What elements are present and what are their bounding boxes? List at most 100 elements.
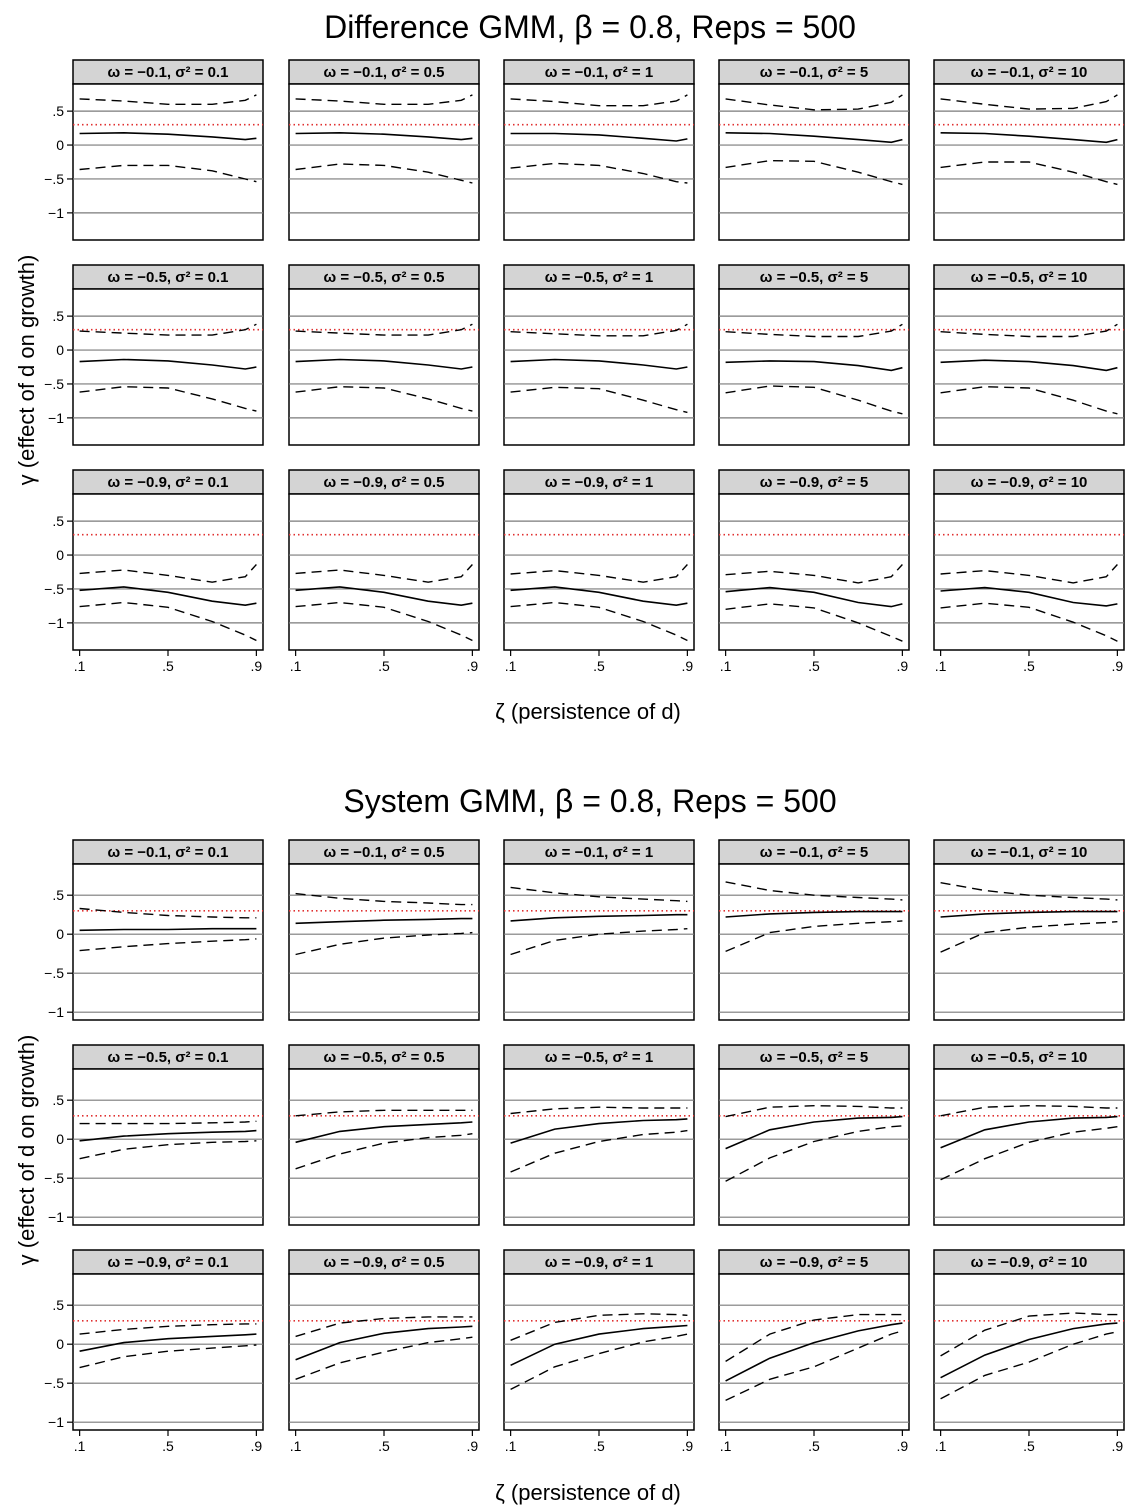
panel: ω = −0.5, σ² = 10 xyxy=(933,1044,1125,1226)
y-tick-label: .5 xyxy=(52,1092,64,1108)
panel: ω = −0.1, σ² = 0.5 xyxy=(288,839,480,1021)
estimate-line xyxy=(940,1322,1118,1379)
panel-strip xyxy=(933,469,1125,495)
upper-bound-line xyxy=(940,323,1118,338)
system-gmm-figure: System GMM, β = 0.8, Reps = 500 γ (effec… xyxy=(14,783,837,1505)
panel-strip xyxy=(503,1044,695,1070)
panel: ω = −0.9, σ² = 10 .1 .5 .9 xyxy=(933,469,1125,674)
panel-frame xyxy=(72,863,264,1021)
panel-strip xyxy=(718,59,910,85)
upper-bound-line xyxy=(510,1313,688,1341)
estimate-line xyxy=(725,910,903,918)
panel-strip-label: ω = −0.5, σ² = 0.5 xyxy=(324,269,445,286)
x-tick-label: .1 xyxy=(505,658,517,674)
panel: ω = −0.9, σ² = 10 .1 .5 .9 xyxy=(933,1249,1125,1454)
upper-bound-line xyxy=(510,323,688,337)
lower-bound-line xyxy=(295,1336,473,1380)
lower-bound-line xyxy=(725,385,903,415)
panel-frame xyxy=(718,1273,910,1431)
difference-gmm-title: Difference GMM, β = 0.8, Reps = 500 xyxy=(324,9,856,45)
panel-frame xyxy=(718,288,910,446)
panel-frame xyxy=(288,1068,480,1226)
upper-bound-line xyxy=(295,564,473,583)
lower-bound-line xyxy=(79,938,257,952)
lower-bound-line xyxy=(79,601,257,642)
estimate-line xyxy=(295,1325,473,1361)
panel-strip-label: ω = −0.5, σ² = 5 xyxy=(760,1049,868,1066)
estimate-line xyxy=(295,1121,473,1144)
lower-bound-line xyxy=(295,1133,473,1170)
panel-frame xyxy=(503,863,695,1021)
x-tick-label: .9 xyxy=(251,1438,263,1454)
panel: ω = −0.5, σ² = 1 xyxy=(503,264,695,446)
panel-strip-label: ω = −0.9, σ² = 0.1 xyxy=(108,1254,229,1271)
panel: ω = −0.1, σ² = 0.1 .5 0 −.5 −1 xyxy=(44,839,264,1021)
panel: ω = −0.9, σ² = 5 .1 .5 .9 xyxy=(718,1249,910,1454)
x-tick-label: .1 xyxy=(74,1438,86,1454)
panel-frame xyxy=(933,1068,1125,1226)
x-tick-label: .5 xyxy=(378,1438,390,1454)
y-tick-label: .5 xyxy=(52,1297,64,1313)
panel-frame xyxy=(288,863,480,1021)
panel-frame xyxy=(72,1068,264,1226)
upper-bound-line xyxy=(725,94,903,111)
upper-bound-line xyxy=(295,323,473,336)
x-tick-label: .1 xyxy=(290,658,302,674)
x-tick-label: .9 xyxy=(1112,1438,1124,1454)
y-tick-label: −.5 xyxy=(44,965,64,981)
x-tick-label: .1 xyxy=(720,658,732,674)
estimate-line xyxy=(940,586,1118,607)
lower-bound-line xyxy=(79,164,257,183)
estimate-line xyxy=(295,917,473,925)
lower-bound-line xyxy=(510,1333,688,1391)
y-tick-label: −1 xyxy=(48,1414,64,1430)
panel-strip-label: ω = −0.9, σ² = 10 xyxy=(971,1254,1088,1271)
estimate-line xyxy=(510,586,688,607)
x-tick-label: .9 xyxy=(251,658,263,674)
panel-strip-label: ω = −0.9, σ² = 0.5 xyxy=(324,474,445,491)
panel: ω = −0.5, σ² = 1 xyxy=(503,1044,695,1226)
lower-bound-line xyxy=(510,162,688,184)
panel-strip xyxy=(288,469,480,495)
upper-bound-line xyxy=(79,94,257,105)
upper-bound-line xyxy=(295,1109,473,1117)
panel-strip-label: ω = −0.1, σ² = 10 xyxy=(971,844,1088,861)
panel-strip xyxy=(503,264,695,290)
x-tick-label: .5 xyxy=(808,1438,820,1454)
panel: ω = −0.1, σ² = 0.5 xyxy=(288,59,480,241)
estimate-line xyxy=(510,132,688,142)
panel-frame xyxy=(503,83,695,241)
system-gmm-xlabel: ζ (persistence of d) xyxy=(495,1480,681,1505)
upper-bound-line xyxy=(940,882,1118,901)
panel-strip-label: ω = −0.1, σ² = 5 xyxy=(760,844,868,861)
y-tick-label: −1 xyxy=(48,615,64,631)
panel-strip-label: ω = −0.9, σ² = 10 xyxy=(971,474,1088,491)
estimate-line xyxy=(79,358,257,370)
lower-bound-line xyxy=(295,163,473,184)
panel-strip-label: ω = −0.5, σ² = 1 xyxy=(545,269,653,286)
upper-bound-line xyxy=(510,886,688,903)
estimate-line xyxy=(510,913,688,922)
panel-frame xyxy=(933,493,1125,651)
difference-gmm-xlabel: ζ (persistence of d) xyxy=(495,699,681,724)
y-tick-label: .5 xyxy=(52,513,64,529)
panel-strip xyxy=(718,1249,910,1275)
panel-strip-label: ω = −0.9, σ² = 0.1 xyxy=(108,474,229,491)
panel-strip-label: ω = −0.9, σ² = 5 xyxy=(760,474,868,491)
y-tick-label: −.5 xyxy=(44,171,64,187)
panel-frame xyxy=(718,493,910,651)
system-gmm-title: System GMM, β = 0.8, Reps = 500 xyxy=(343,783,836,819)
panel-strip xyxy=(503,1249,695,1275)
lower-bound-line xyxy=(940,921,1118,953)
upper-bound-line xyxy=(79,1120,257,1125)
upper-bound-line xyxy=(940,1104,1118,1117)
panel-strip-label: ω = −0.9, σ² = 5 xyxy=(760,1254,868,1271)
panel-frame xyxy=(503,1273,695,1431)
x-tick-label: .5 xyxy=(1023,658,1035,674)
estimate-line xyxy=(510,1118,688,1144)
y-tick-label: 0 xyxy=(56,137,64,153)
panel: ω = −0.1, σ² = 10 xyxy=(933,59,1125,241)
panel: ω = −0.5, σ² = 5 xyxy=(718,264,910,446)
upper-bound-line xyxy=(940,1312,1118,1357)
